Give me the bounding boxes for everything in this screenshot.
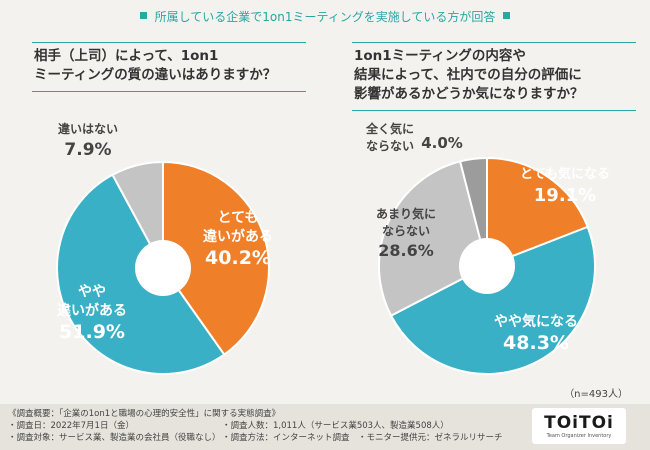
slice-label: やや気になる: [494, 313, 578, 330]
slice-label: とても気になる: [520, 166, 610, 182]
slice-value: 28.6%: [378, 241, 434, 260]
slice-label: とても: [218, 210, 259, 226]
slice-value: 51.9%: [59, 321, 125, 343]
question-left-line: 相手（上司）によって、1on1: [34, 48, 219, 64]
pie-slice: [486, 156, 589, 268]
slice-label: ならない: [382, 224, 430, 238]
pie-slice: [389, 225, 596, 375]
header-title-text: 所属している企業で1on1ミーティングを実施している方が回答: [154, 10, 496, 24]
survey-note: ・調査対象：サービス業、製造業の会社員（役職なし）: [8, 433, 221, 443]
survey-note: ・調査日：2022年7月1日（金）: [8, 421, 134, 431]
sample-size: （n=493人）: [564, 389, 628, 400]
square-icon: [139, 12, 147, 19]
slice-value: 7.9%: [64, 140, 111, 160]
slice-value: 19.1%: [534, 185, 596, 206]
slice-label: ならない: [366, 139, 414, 153]
slice-value: 48.3%: [503, 332, 569, 354]
slice-label: やや: [78, 284, 106, 300]
question-right-line: 1on1ミーティングの内容や: [354, 48, 526, 64]
pie-slice: [111, 160, 164, 269]
slice-label: 違いはない: [58, 121, 118, 136]
pie-slice: [378, 160, 489, 317]
slice-label: 違いがある: [203, 228, 273, 245]
question-right-line: 結果によって、社内での自分の評価に: [354, 67, 582, 83]
slice-value: 40.2%: [205, 247, 271, 269]
header-title: 所属している企業で1on1ミーティングを実施している方が回答: [0, 8, 650, 25]
survey-notes: 《調査概要：「企業の1on1と職場の心理的安全性」に関する実態調査》 ・調査日：…: [8, 408, 280, 444]
logo-subtext: Team Organizer Inventory: [546, 433, 612, 439]
question-left-line: ミーティングの質の違いはありますか？: [34, 67, 277, 83]
slice-value: 4.0%: [421, 134, 463, 152]
question-left: 相手（上司）によって、1on1 ミーティングの質の違いはありますか？: [32, 42, 306, 92]
pie-center-hole: [135, 240, 191, 296]
survey-notes-2: ・調査人数：1,011人（サービス業503人、製造業508人） ・調査方法：イン…: [222, 420, 503, 444]
slice-label: 違いがある: [57, 302, 127, 319]
survey-note: ・調査人数：1,011人（サービス業503人、製造業508人）: [222, 421, 449, 431]
survey-note: ・調査方法：インターネット調査 ・モニター提供元：ゼネラルリサーチ: [222, 433, 503, 443]
slice-label: あまり気に: [376, 206, 436, 221]
logo: TOiTOi Team Organizer Inventory: [532, 408, 626, 444]
pie-slice: [162, 160, 270, 356]
square-icon: [503, 12, 511, 19]
question-right: 1on1ミーティングの内容や 結果によって、社内での自分の評価に 影響があるかど…: [352, 42, 636, 111]
slice-label: 全く気に: [365, 121, 414, 136]
survey-note: 《調査概要：「企業の1on1と職場の心理的安全性」に関する実態調査》: [8, 409, 281, 419]
question-right-line: 影響があるかどうか気になりますか？: [354, 86, 584, 102]
pie-center-hole: [459, 238, 515, 294]
logo-text: TOiTOi: [544, 413, 614, 433]
pie-charts: とても違いがある40.2%やや違いがある51.9%違いはない7.9%とても気にな…: [56, 121, 610, 375]
